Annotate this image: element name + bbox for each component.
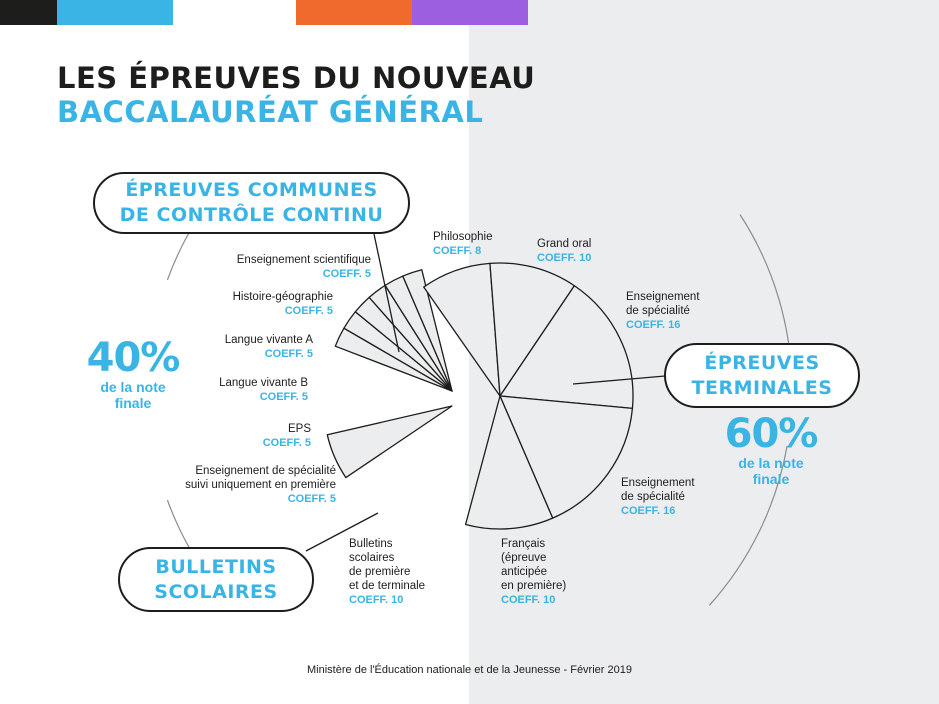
slice-label-0: Enseignement scientifique COEFF. 5 <box>236 254 371 280</box>
slice-label-2: Langue vivante A COEFF. 5 <box>224 334 313 360</box>
pie-slice-11 <box>464 395 554 530</box>
top-color-bar-2 <box>57 0 173 25</box>
slice-label-10: Enseignement de spécialité COEFF. 16 <box>621 477 695 517</box>
top-color-bar-5 <box>412 0 528 25</box>
connector-line-bulletins <box>305 512 379 552</box>
slice-coeff-10: COEFF. 16 <box>621 505 676 517</box>
slice-coeff-6: COEFF. 10 <box>349 594 404 606</box>
slice-coeff-4: COEFF. 5 <box>262 437 311 449</box>
slice-coeff-3: COEFF. 5 <box>259 391 308 403</box>
slice-label-8: Grand oral COEFF. 10 <box>537 238 592 264</box>
right-share: 60% de la note finale <box>716 413 826 487</box>
slice-coeff-9: COEFF. 16 <box>626 319 681 331</box>
left-share-caption-2: finale <box>114 395 152 411</box>
left-share-value: 40% <box>86 335 181 381</box>
footer-credit: Ministère de l'Éducation nationale et de… <box>307 664 632 676</box>
slice-coeff-5: COEFF. 5 <box>287 493 336 505</box>
slice-label-6: Bulletins scolaires de première et de termi… <box>349 538 426 606</box>
group-pill-ecc: ÉPREUVES COMMUNES DE CONTRÔLE CONTINU <box>93 172 410 234</box>
group-terminales-line-2: TERMINALES <box>691 376 833 399</box>
right-share-value: 60% <box>724 411 819 457</box>
left-share-caption-1: de la note <box>100 379 166 395</box>
slice-label-4: EPS COEFF. 5 <box>262 423 311 449</box>
outer-arc-right-lower <box>708 445 788 606</box>
slice-label-9: Enseignement de spécialité COEFF. 16 <box>626 291 700 331</box>
slice-coeff-7: COEFF. 8 <box>433 245 482 257</box>
slice-coeff-1: COEFF. 5 <box>284 305 333 317</box>
right-share-caption-1: de la note <box>738 455 804 471</box>
slice-coeff-8: COEFF. 10 <box>537 252 592 264</box>
group-pill-bulletins: BULLETINS SCOLAIRES <box>118 547 314 612</box>
pie-slice-10 <box>499 395 634 519</box>
slice-label-1: Histoire-géographie COEFF. 5 <box>232 291 333 317</box>
pie-slice-8 <box>489 262 576 397</box>
slice-label-11: Français (épreuve anticipée en première) COE… <box>501 538 567 606</box>
page-title-line-1: LES ÉPREUVES DU NOUVEAU <box>57 61 536 95</box>
slice-coeff-0: COEFF. 5 <box>322 268 371 280</box>
slice-label-5: Enseignement de spécialité suivi uniqueme… <box>185 465 336 505</box>
slice-label-7: Philosophie COEFF. 8 <box>433 231 493 257</box>
group-bulletins-line-1: BULLETINS <box>155 555 277 578</box>
page-title-line-2: BACCALAURÉAT GÉNÉRAL <box>57 95 484 129</box>
pie-slice-9 <box>499 285 634 410</box>
right-share-caption-2: finale <box>752 471 790 487</box>
left-share: 40% de la note finale <box>78 337 188 411</box>
connector-line-terminales <box>572 375 666 385</box>
top-color-bar-4 <box>296 0 412 25</box>
group-ecc-line-1: ÉPREUVES COMMUNES <box>125 179 378 201</box>
pie-slice-6 <box>326 405 453 479</box>
pie-slice-5 <box>402 269 453 392</box>
slice-coeff-2: COEFF. 5 <box>264 348 313 360</box>
connector-line-ecc <box>373 233 400 353</box>
top-color-bar-3 <box>173 0 296 25</box>
top-color-bar-1 <box>0 0 57 25</box>
group-terminales-line-1: ÉPREUVES <box>704 351 820 374</box>
group-ecc-line-2: DE CONTRÔLE CONTINU <box>119 204 384 226</box>
group-bulletins-line-2: SCOLAIRES <box>154 580 278 603</box>
slice-label-3: Langue vivante B COEFF. 5 <box>219 377 308 403</box>
group-pill-terminales: ÉPREUVES TERMINALES <box>664 343 860 408</box>
slice-coeff-11: COEFF. 10 <box>501 594 556 606</box>
